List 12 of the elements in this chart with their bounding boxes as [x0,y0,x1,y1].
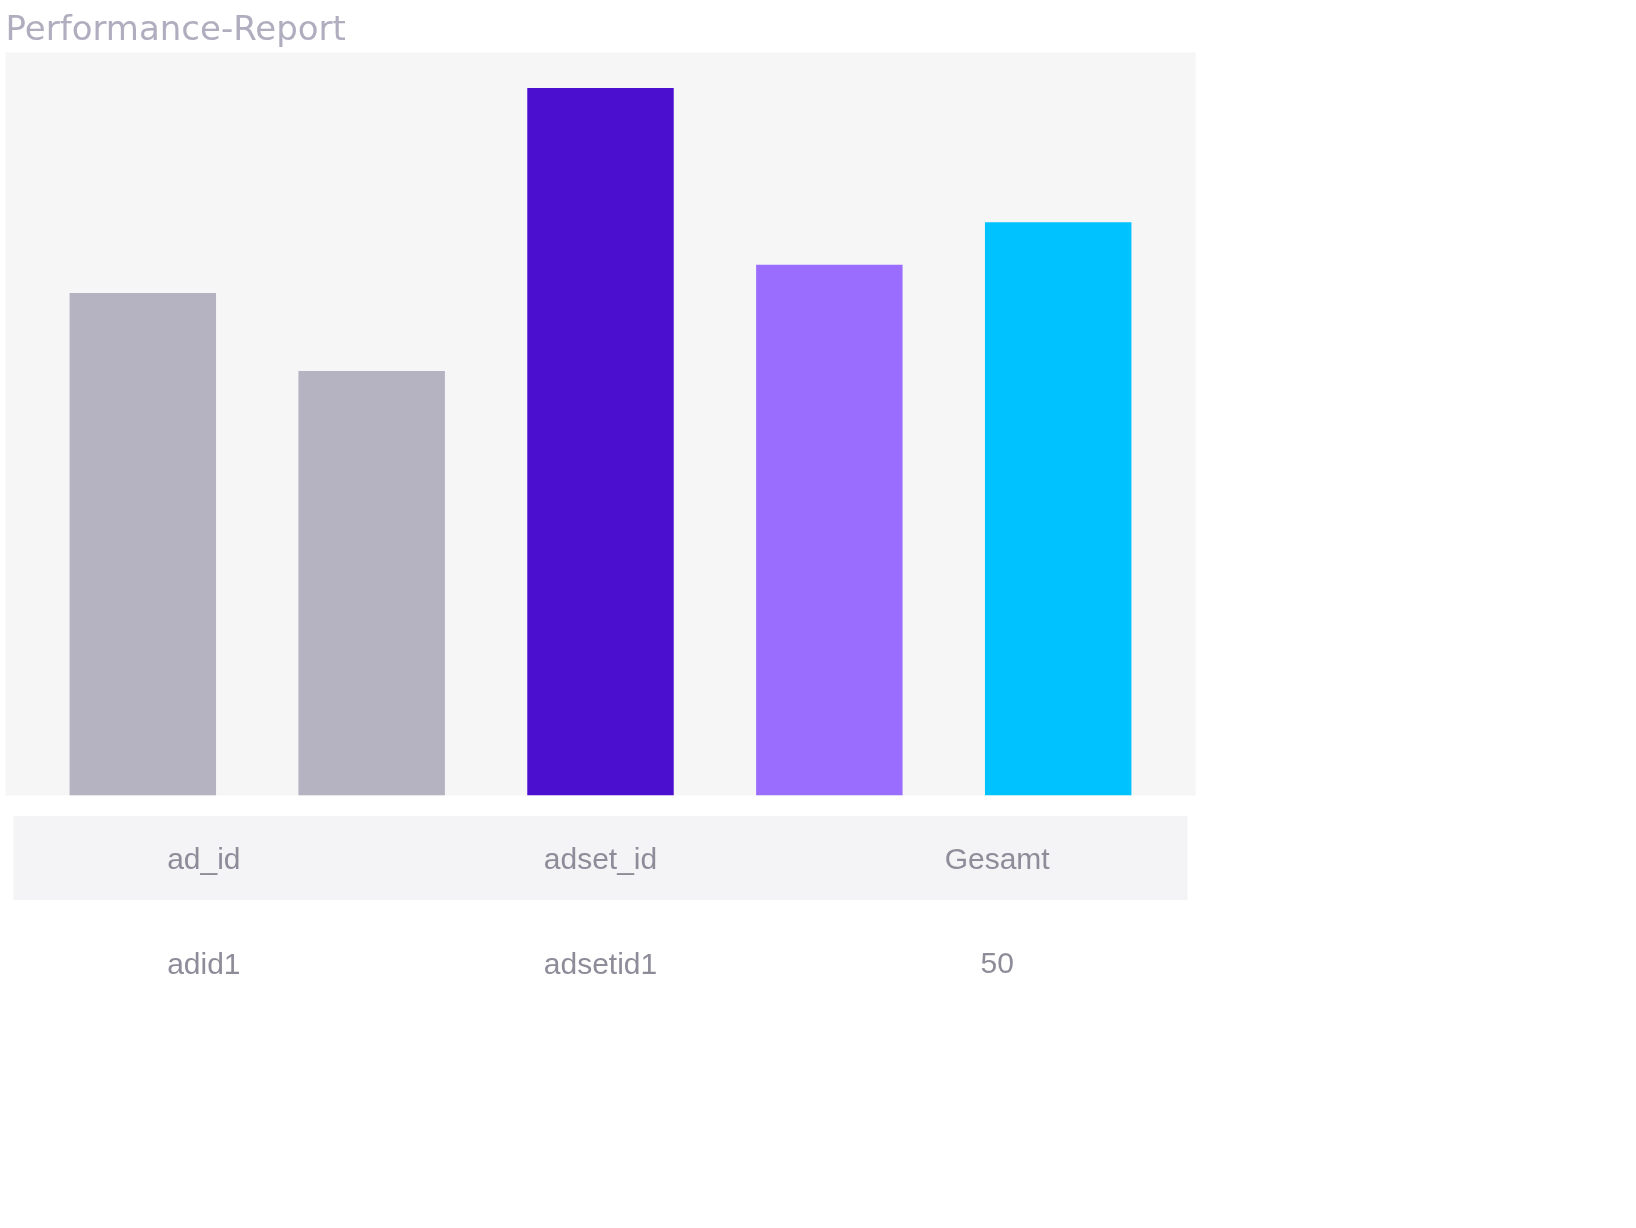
text: ad_id [167,841,241,875]
chart-title: Performance-Report [5,7,346,48]
bar [69,293,217,796]
text: 50 [980,946,1014,979]
text: adsetid1 [543,946,658,980]
bar [298,370,445,796]
text: adset_id [543,841,658,875]
bar [984,222,1132,796]
bar [756,264,903,796]
text: adid1 [167,946,241,980]
text: Gesamt [944,841,1051,875]
bar [527,87,674,796]
